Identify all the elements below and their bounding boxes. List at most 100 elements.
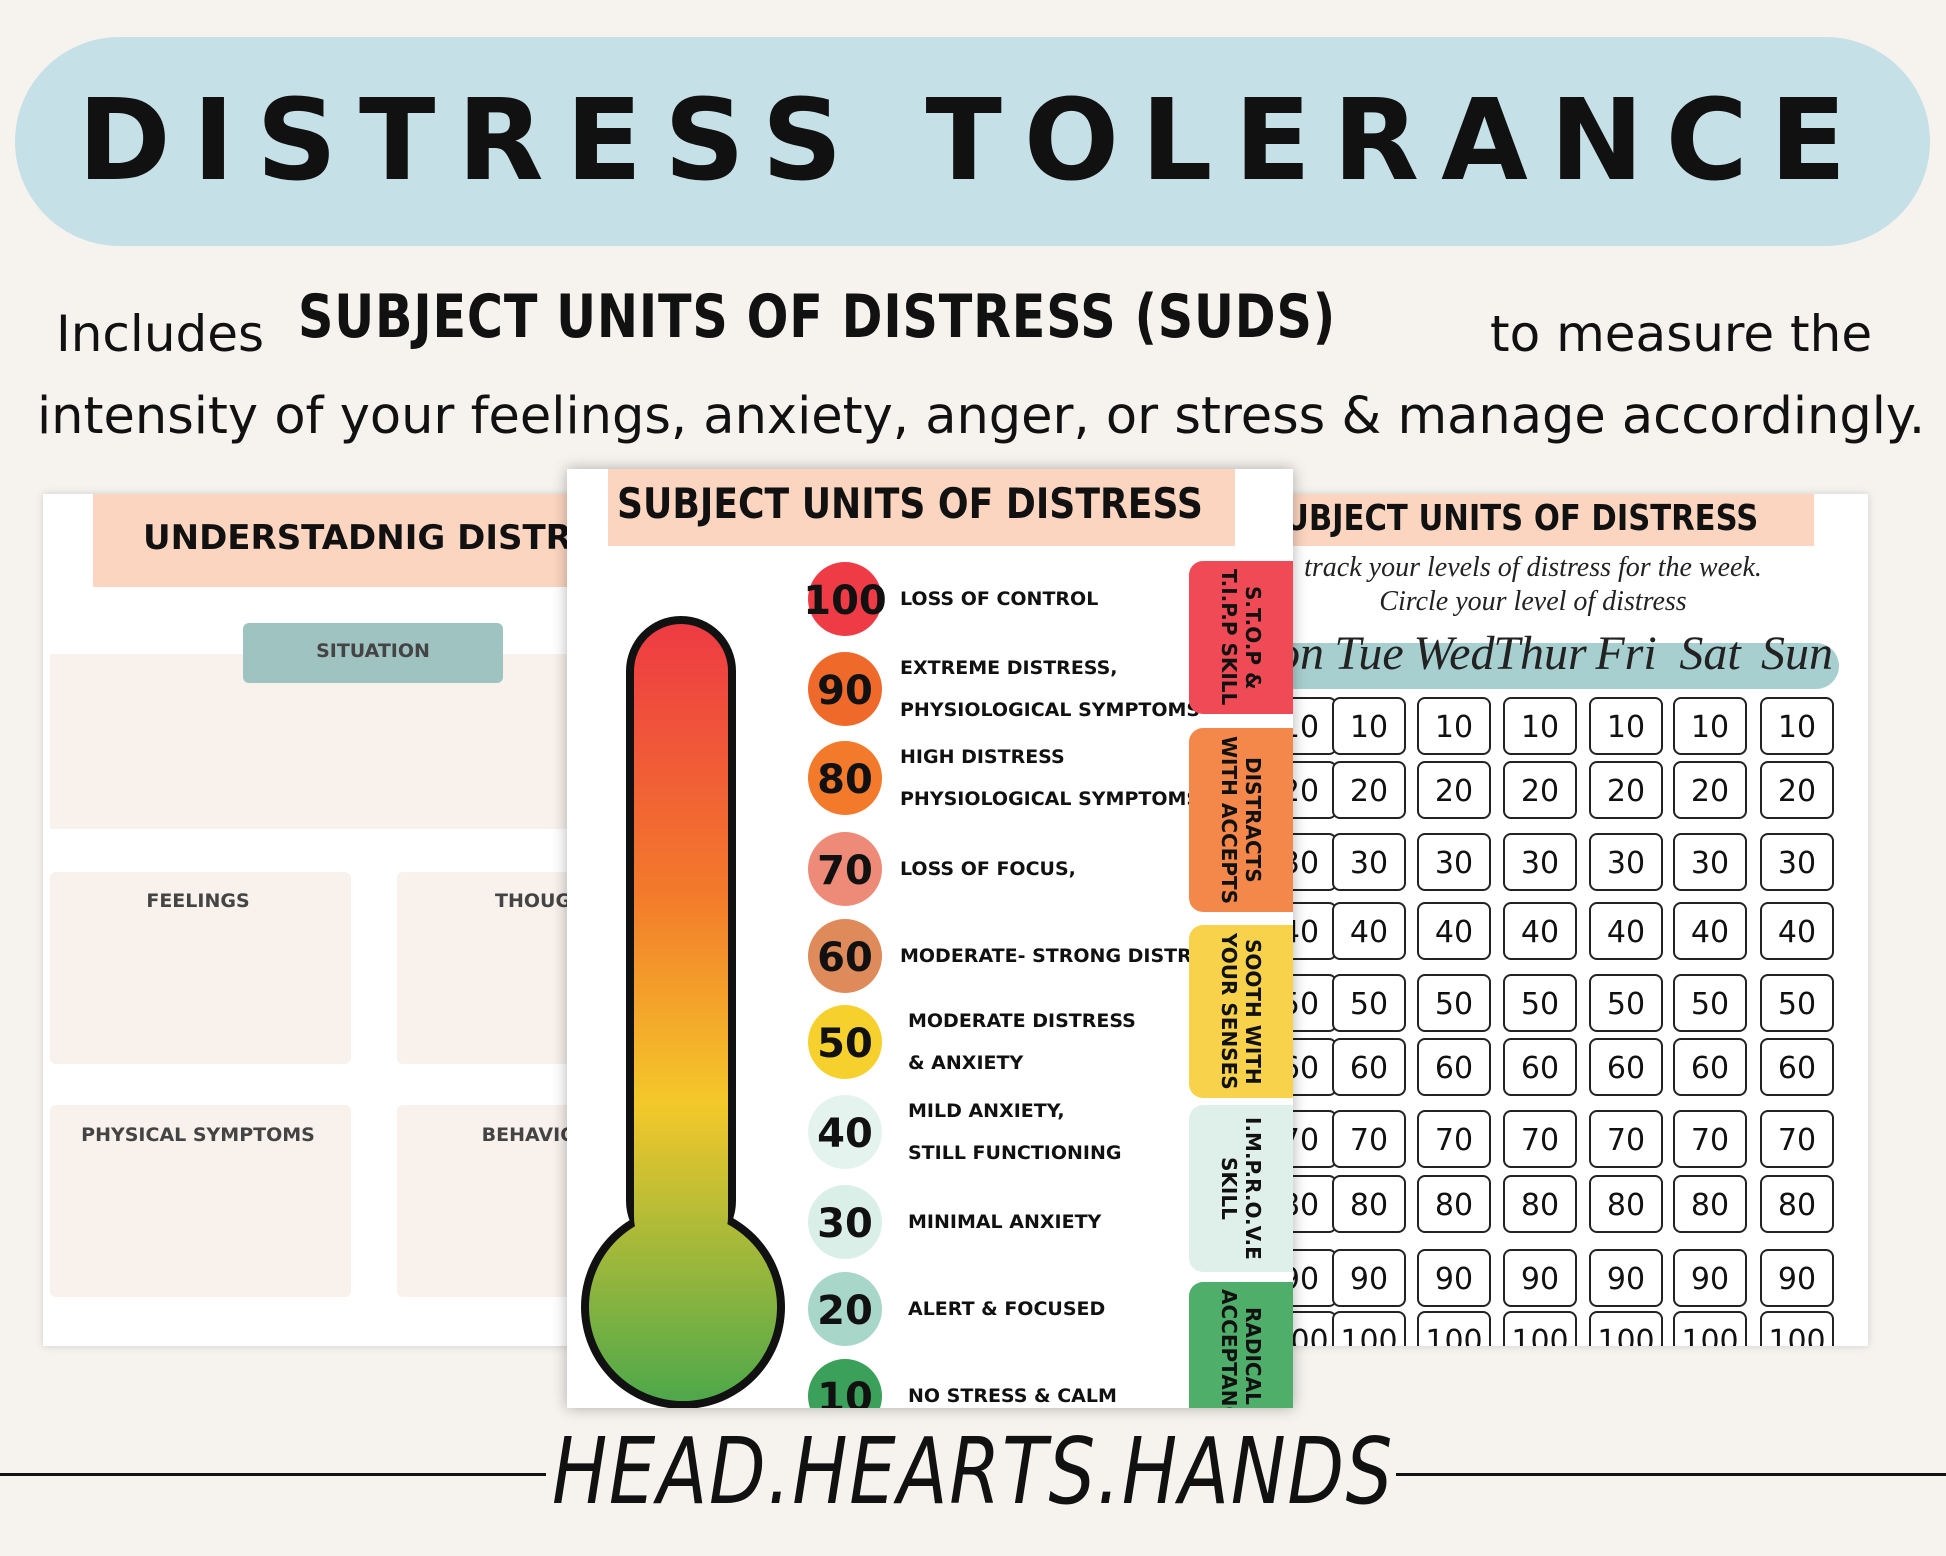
level-cell: 20 xyxy=(1589,761,1663,819)
level-cell: 60 xyxy=(1417,1038,1491,1096)
level-cell: 30 xyxy=(1673,833,1747,891)
level-cell: 90 xyxy=(1673,1249,1747,1307)
level-cell: 10 xyxy=(1673,697,1747,755)
skill-tab: S.T.O.P & T.I.P.P SKILL xyxy=(1189,561,1293,714)
level-cell: 70 xyxy=(1332,1110,1406,1168)
left-page: UNDERSTADNIG DISTRES SITUATION FEELINGS THO… xyxy=(43,494,583,1346)
suds-scale: 100 LOSS OF CONTROL 90 EXTREME DISTRESS, PHY… xyxy=(581,562,1218,1408)
level-cell: 100 xyxy=(1673,1311,1747,1346)
section-box xyxy=(50,872,351,1064)
skill-tab: RADICAL ACCEPTANC xyxy=(1189,1282,1293,1408)
level-cell: 30 xyxy=(1760,833,1834,891)
day-label: Sun xyxy=(1761,627,1833,680)
suds-page: 100 LOSS OF CONTROL 90 EXTREME DISTRESS, PHY… xyxy=(567,469,1293,1408)
level-cell: 30 xyxy=(1503,833,1577,891)
level-cell: 80 xyxy=(1673,1175,1747,1233)
level-cell: 100 xyxy=(1760,1311,1834,1346)
level-cell: 60 xyxy=(1673,1038,1747,1096)
level-cell: 70 xyxy=(1589,1110,1663,1168)
level-value: 70 xyxy=(817,848,873,894)
level-cell: 100 xyxy=(1332,1311,1406,1346)
level-cell: 70 xyxy=(1503,1110,1577,1168)
level-value: 80 xyxy=(817,757,873,803)
intro-line1-end: to measure the xyxy=(1490,305,1873,363)
day-label: Fri xyxy=(1595,627,1657,680)
level-cell: 70 xyxy=(1673,1110,1747,1168)
level-cell: 40 xyxy=(1332,902,1406,960)
level-cell: 40 xyxy=(1503,902,1577,960)
level-cell: 20 xyxy=(1760,761,1834,819)
level-cell: 90 xyxy=(1503,1249,1577,1307)
level-description: MODERATE- STRONG DISTRES xyxy=(900,945,1218,967)
section-box xyxy=(50,654,583,829)
level-description: LOSS OF CONTROL xyxy=(900,588,1098,610)
section-box xyxy=(50,1105,351,1297)
level-cell: 10 xyxy=(1417,697,1491,755)
level-cell: 50 xyxy=(1417,974,1491,1032)
section-label: PHYSICAL SYMPTOMS xyxy=(81,1124,315,1146)
level-cell: 20 xyxy=(1417,761,1491,819)
thermometer-bulb xyxy=(589,1213,777,1401)
title: DISTRESS TOLERANCE xyxy=(77,76,1869,206)
days-band xyxy=(1284,643,1839,689)
level-badge xyxy=(808,832,882,906)
page-title: UNDERSTADNIG DISTRES xyxy=(143,518,583,558)
level-cell: 10 xyxy=(1760,697,1834,755)
intro-highlight: SUBJECT UNITS OF DISTRESS (SUDS) xyxy=(298,282,1337,352)
level-description: EXTREME DISTRESS, xyxy=(900,657,1118,679)
skill-tab: I.M.P.R.O.V.E SKILL xyxy=(1189,1105,1293,1272)
footer-rule xyxy=(1396,1473,1946,1476)
level-value: 60 xyxy=(817,935,873,981)
level-description: PHYSIOLOGICAL SYMPTOMS xyxy=(900,699,1200,721)
brand: HEAD.HEARTS.HANDS xyxy=(551,1418,1394,1525)
level-badge xyxy=(808,919,882,993)
level-cell: 90 xyxy=(1589,1249,1663,1307)
level-description: MODERATE DISTRESS xyxy=(908,1010,1136,1032)
level-cell: 30 xyxy=(1417,833,1491,891)
level-cell: 40 xyxy=(1760,902,1834,960)
level-value: 100 xyxy=(803,578,887,624)
skill-tab: DISTRACTS WITH ACCEPTS xyxy=(1189,728,1293,912)
skill-tab: SOOTH WITH YOUR SENSES xyxy=(1189,925,1293,1098)
level-cell: 40 xyxy=(1417,902,1491,960)
level-badge xyxy=(808,741,882,815)
level-cell: 10 xyxy=(1503,697,1577,755)
level-cell: 70 xyxy=(1760,1110,1834,1168)
intro-lead: Includes xyxy=(56,305,265,363)
level-cell: 10 xyxy=(1589,697,1663,755)
level-description: LOSS OF FOCUS, xyxy=(900,858,1076,880)
level-badge xyxy=(808,562,882,636)
level-value: 40 xyxy=(817,1111,873,1157)
day-label: Thur xyxy=(1493,627,1587,680)
level-cell: 50 xyxy=(1332,974,1406,1032)
level-cell: 60 xyxy=(1589,1038,1663,1096)
level-cell: 80 xyxy=(1589,1175,1663,1233)
day-label: Sat xyxy=(1679,627,1741,680)
page-title: SUBJECT UNITS OF DISTRESS xyxy=(617,479,1203,528)
intro-line2: intensity of your feelings, anxiety, ang… xyxy=(37,387,1926,446)
situation-pill xyxy=(243,623,503,683)
section-label: FEELINGS xyxy=(146,890,250,912)
right-page: UBJECT UNITS OF DISTRESS track your level… xyxy=(1284,494,1868,1346)
level-cell: 50 xyxy=(1503,974,1577,1032)
level-description: & ANXIETY xyxy=(908,1052,1023,1074)
level-cell: 100 xyxy=(1503,1311,1577,1346)
section-label: THOUGH xyxy=(495,890,583,912)
thermometer-tube xyxy=(634,624,728,1264)
level-cell: 80 xyxy=(1332,1175,1406,1233)
instruction: Circle your level of distress xyxy=(1379,586,1687,617)
level-description: STILL FUNCTIONING xyxy=(908,1142,1121,1164)
header-band xyxy=(608,469,1235,546)
level-cell: 70 xyxy=(1417,1110,1491,1168)
level-badge xyxy=(808,1272,882,1346)
header-band xyxy=(93,494,583,587)
level-cell: 30 xyxy=(1332,833,1406,891)
instruction: track your levels of distress for the we… xyxy=(1304,552,1762,583)
level-value: 90 xyxy=(817,668,873,714)
header-band xyxy=(1284,494,1814,546)
section-label: BEHAVIO xyxy=(481,1124,577,1146)
level-description: MINIMAL ANXIETY xyxy=(908,1211,1102,1233)
level-cell: 80 xyxy=(1417,1175,1491,1233)
level-cell: 90 xyxy=(1760,1249,1834,1307)
